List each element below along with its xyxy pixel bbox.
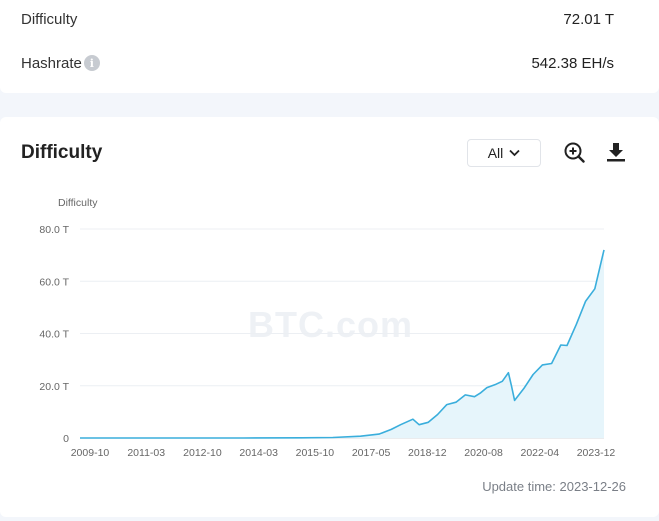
zoom-in-button[interactable] xyxy=(561,141,587,167)
time-range-select[interactable]: All xyxy=(467,139,541,167)
y-tick-label: 0 xyxy=(63,433,69,445)
hashrate-label-group: Hashrate i xyxy=(21,55,100,72)
chevron-down-icon xyxy=(509,149,520,157)
y-tick-label: 40.0 T xyxy=(39,329,69,341)
x-tick-label: 2023-12 xyxy=(577,447,616,459)
x-tick-label: 2011-03 xyxy=(127,447,165,459)
zoom-in-icon xyxy=(563,141,585,168)
chart-watermark: BTC.com xyxy=(248,304,414,345)
time-range-value: All xyxy=(487,145,504,161)
x-tick-label: 2018-12 xyxy=(408,447,447,459)
difficulty-stat-row: Difficulty 72.01 T xyxy=(21,8,614,30)
x-tick-label: 2009-10 xyxy=(71,447,110,459)
x-tick-label: 2022-04 xyxy=(521,447,560,459)
download-button[interactable] xyxy=(603,141,629,167)
y-tick-label: 60.0 T xyxy=(39,276,69,288)
chart-panel-title: Difficulty xyxy=(21,142,103,163)
y-tick-label: 80.0 T xyxy=(39,224,69,236)
y-tick-label: 20.0 T xyxy=(39,381,69,393)
difficulty-area xyxy=(80,249,604,438)
hashrate-label: Hashrate xyxy=(21,54,82,72)
x-tick-label: 2012-10 xyxy=(183,447,222,459)
hashrate-value: 542.38 EH/s xyxy=(531,54,614,72)
difficulty-line xyxy=(80,249,605,439)
download-icon xyxy=(606,142,626,167)
update-time: Update time: 2023-12-26 xyxy=(482,479,626,494)
difficulty-chart: Difficulty 0 20.0 T 40.0 T 60.0 T 80.0 T 2009-… xyxy=(39,197,616,459)
x-tick-label: 2014-03 xyxy=(239,447,278,459)
network-stats-card: Difficulty 72.01 T Hashrate i 542.38 EH/… xyxy=(0,0,659,93)
hashrate-stat-row: Hashrate i 542.38 EH/s xyxy=(21,52,614,74)
difficulty-value: 72.01 T xyxy=(563,10,614,28)
difficulty-chart-card: Difficulty All BTC.com Difficulty 0 20.0 T… xyxy=(0,117,659,517)
x-tick-label: 2020-08 xyxy=(464,447,503,459)
x-tick-label: 2017-05 xyxy=(352,447,391,459)
difficulty-label: Difficulty xyxy=(21,10,78,28)
x-tick-label: 2015-10 xyxy=(296,447,335,459)
y-axis-title: Difficulty xyxy=(58,197,98,209)
info-icon[interactable]: i xyxy=(83,55,100,71)
